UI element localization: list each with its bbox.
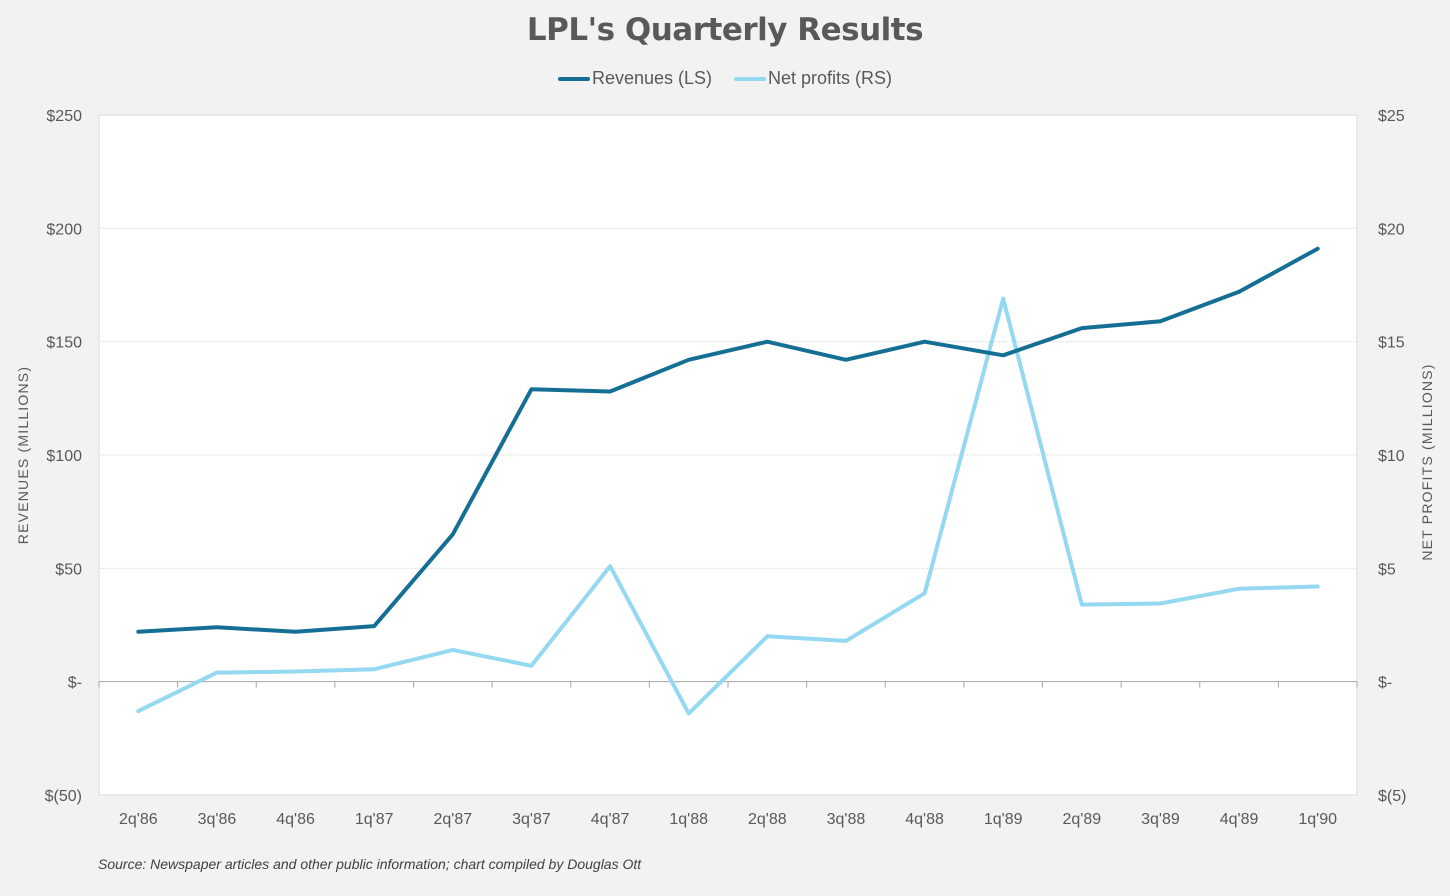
y-axis-right: $(5) $- $5 $10 $15 $20 $25 xyxy=(1378,108,1406,805)
y-axis-label-right: NET PROFITS (MILLIONS) xyxy=(1419,363,1435,560)
x-tick-label: 3q'87 xyxy=(512,811,551,828)
x-tick-label: 2q'88 xyxy=(748,811,787,828)
x-tick-label: 3q'86 xyxy=(198,811,237,828)
gridlines xyxy=(99,227,1357,569)
y2-tick-label: $10 xyxy=(1378,448,1405,465)
x-tick-label: 3q'89 xyxy=(1141,811,1180,828)
series-line-revenues xyxy=(136,246,1320,634)
x-tick-label: 2q'86 xyxy=(119,811,158,828)
x-tick-label: 1q'87 xyxy=(355,811,394,828)
legend-swatch-revenues xyxy=(557,76,590,81)
y2-tick-label: $(5) xyxy=(1378,788,1406,805)
x-tick-label: 2q'87 xyxy=(433,811,472,828)
y-axis-label-left: REVENUES (MILLIONS) xyxy=(15,366,31,544)
source-note: Source: Newspaper articles and other pub… xyxy=(98,856,642,872)
x-axis xyxy=(98,681,1358,688)
x-tick-label: 4q'87 xyxy=(591,811,630,828)
x-tick-label: 4q'86 xyxy=(276,811,315,828)
y-tick-label: $100 xyxy=(46,448,82,465)
y2-tick-label: $15 xyxy=(1378,335,1405,352)
legend-item-net-profits[interactable]: Net profits (RS) xyxy=(734,68,892,89)
x-tick-label: 4q'88 xyxy=(905,811,944,828)
x-axis-labels: 2q'86 3q'86 4q'86 1q'87 2q'87 3q'87 4q'87 1q'88… xyxy=(119,811,1337,828)
y-tick-label: $50 xyxy=(55,561,82,578)
x-tick-label: 1q'88 xyxy=(669,811,708,828)
x-tick-label: 1q'89 xyxy=(984,811,1023,828)
legend-swatch-net-profits xyxy=(734,76,767,81)
series-lines xyxy=(136,246,1320,716)
y2-tick-label: $5 xyxy=(1378,561,1396,578)
legend-item-revenues[interactable]: Revenues (LS) xyxy=(557,68,713,89)
y2-tick-label: $25 xyxy=(1378,108,1405,125)
legend: Revenues (LS) Net profits (RS) xyxy=(0,68,1450,89)
legend-label-revenues: Revenues (LS) xyxy=(591,68,713,88)
x-tick-label: 3q'88 xyxy=(827,811,866,828)
x-tick-label: 4q'89 xyxy=(1220,811,1259,828)
series-line-net-profits xyxy=(136,296,1320,716)
chart-title: LPL's Quarterly Results xyxy=(526,12,924,48)
x-tick-label: 2q'89 xyxy=(1062,811,1101,828)
y-tick-label: $200 xyxy=(46,221,82,238)
y2-tick-label: $- xyxy=(1378,675,1392,692)
y-axis-left: $(50) $- $50 $100 $150 $200 $250 xyxy=(45,108,82,805)
y-tick-label: $- xyxy=(68,675,82,692)
x-tick-label: 1q'90 xyxy=(1298,811,1337,828)
y-tick-label: $150 xyxy=(46,335,82,352)
y-tick-label: $250 xyxy=(46,108,82,125)
y2-tick-label: $20 xyxy=(1378,221,1405,238)
legend-label-net-profits: Net profits (RS) xyxy=(768,68,893,88)
y-tick-label: $(50) xyxy=(45,788,82,805)
